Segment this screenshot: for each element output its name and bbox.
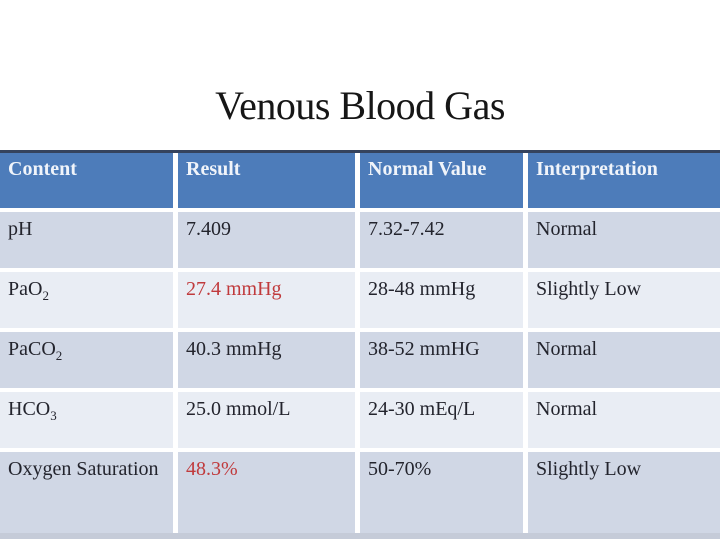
cell-content-ph: pH [0,212,173,268]
cell-normal-value-ph: 7.32-7.42 [360,212,523,268]
cell-content-hco3: HCO3 [0,392,173,448]
column-header-interpretation: Interpretation [528,153,720,208]
cell-result-hco3: 25.0 mmol/L [178,392,355,448]
cell-interpretation-ph: Normal [528,212,720,268]
cell-text: pH [8,218,33,240]
cell-text: HCO [8,398,51,420]
cell-normal-value-paco2: 38-52 mmHG [360,332,523,388]
subscript: 2 [42,288,49,303]
cell-result-pao2: 27.4 mmHg [178,272,355,328]
subscript: 2 [55,348,63,363]
slide-bottom-edge [0,533,720,539]
cell-result-oxygen-saturation: 48.3% [178,452,355,533]
cell-text: PaO [8,278,43,300]
cell-interpretation-paco2: Normal [528,332,720,388]
cell-content-oxygen-saturation: Oxygen Saturation [0,452,173,533]
subscript: 3 [50,408,57,423]
cell-normal-value-oxygen-saturation: 50-70% [360,452,523,533]
cell-content-pao2: PaO2 [0,272,173,328]
cell-normal-value-hco3: 24-30 mEq/L [360,392,523,448]
cell-result-paco2: 40.3 mmHg [178,332,355,388]
column-header-content: Content [0,153,173,208]
cell-interpretation-hco3: Normal [528,392,720,448]
cell-interpretation-pao2: Slightly Low [528,272,720,328]
cell-normal-value-pao2: 28-48 mmHg [360,272,523,328]
column-header-normal-value: Normal Value [360,153,523,208]
cell-interpretation-oxygen-saturation: Slightly Low [528,452,720,533]
cell-result-ph: 7.409 [178,212,355,268]
cell-text: Oxygen Saturation [8,458,159,480]
cell-content-paco2: PaCO2 [0,332,173,388]
page-title: Venous Blood Gas [215,83,505,128]
blood-gas-table: Content Result Normal Value Interpretati… [0,150,720,533]
column-header-result: Result [178,153,355,208]
cell-text: PaCO [8,338,56,360]
